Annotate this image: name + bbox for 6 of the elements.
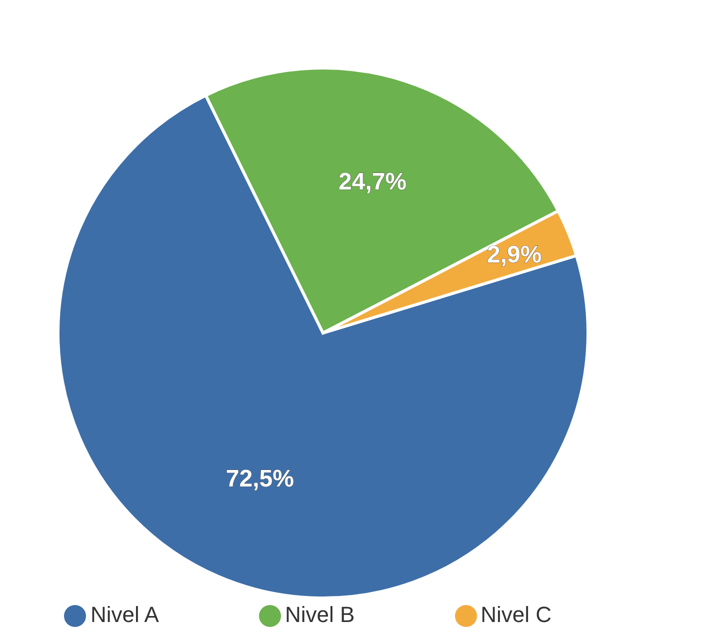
legend-label: Nivel B bbox=[284, 602, 355, 627]
data-label: 24,7% bbox=[338, 168, 407, 196]
data-label: 72,5% bbox=[226, 465, 294, 492]
data-label: 2,9% bbox=[487, 241, 542, 268]
legend-label: Nivel A bbox=[90, 602, 159, 627]
legend-label: Nivel C bbox=[480, 602, 552, 627]
